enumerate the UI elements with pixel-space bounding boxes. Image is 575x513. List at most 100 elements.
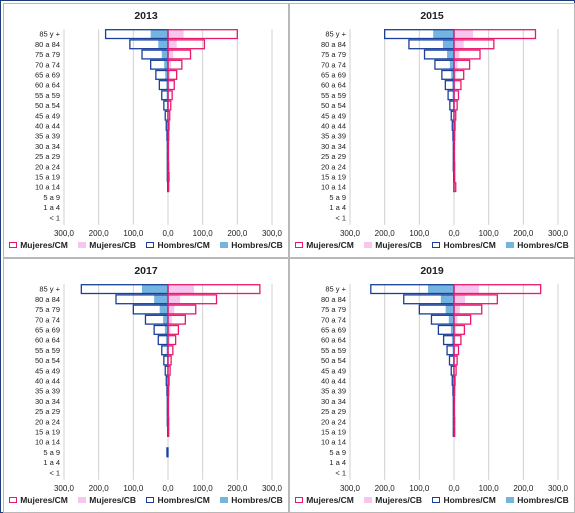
bar-mujeres-cm [453,314,472,325]
legend-2017: Mujeres/CM Mujeres/CB Hombres/CM Hombres/CB [4,494,288,506]
legend-swatch [364,497,373,503]
legend-label: Hombres/CM [443,240,496,250]
bar-mujeres-cm [167,49,192,60]
legend-item-mujeres-cb: Mujeres/CB [364,494,422,506]
legend-swatch [220,242,229,248]
x-tick-label: 0,0 [162,229,174,238]
x-tick-label: 200,0 [375,229,396,238]
category-label: 60 a 64 [321,336,346,345]
legend-swatch [78,242,87,248]
bar-mujeres-cm [167,182,170,193]
bar-mujeres-cm [167,314,186,325]
category-label: 85 y + [39,30,60,39]
legend-item-mujeres-cb: Mujeres/CB [78,239,136,251]
category-label: 35 a 39 [321,132,346,141]
category-label: 55 a 59 [35,346,60,355]
category-label: 10 a 14 [321,183,346,192]
bar-mujeres-cm [453,406,456,417]
panel-2015: 2015 300,0 200,0 100,0 0,0 100,0 200,0 300,0 85 … [289,3,575,258]
legend-label: Hombres/CB [517,240,569,250]
legend-label: Mujeres/CM [306,495,354,505]
category-label: 55 a 59 [321,91,346,100]
bar-mujeres-cm [453,304,483,315]
legend-swatch [506,497,515,503]
category-label: 1 a 4 [43,458,60,467]
category-label: < 1 [49,468,60,477]
bar-mujeres-cm [453,69,465,80]
bar-mujeres-cm [167,396,170,407]
bar-hombres-cb [165,335,168,345]
legend-label: Mujeres/CB [375,240,423,250]
legend-item-mujeres-cb: Mujeres/CB [78,494,136,506]
bar-mujeres-cm [453,365,457,376]
bar-mujeres-cm [453,90,460,101]
category-label: 50 a 54 [321,356,346,365]
category-label: 25 a 29 [35,152,60,161]
pyramid-chart-2015: 2015 300,0 200,0 100,0 0,0 100,0 200,0 300,0 85 … [321,10,569,238]
category-label: 10 a 14 [35,438,60,447]
category-label: 65 a 69 [321,70,346,79]
legend-item-hombres-cm: Hombres/CM [432,239,496,251]
bar-hombres-cb [142,284,168,294]
legend-swatch [432,242,441,248]
x-tick-label: 300,0 [54,229,75,238]
bar-hombres-cb [452,90,454,100]
category-label: 35 a 39 [35,132,60,141]
bar-hombres-cb [448,315,454,325]
legend-item-mujeres-cm: Mujeres/CM [9,239,68,251]
x-tick-label: 300,0 [340,229,361,238]
category-label: < 1 [49,213,60,222]
x-tick-label: 200,0 [513,484,534,493]
legend-item-hombres-cm: Hombres/CM [146,239,210,251]
bar-mujeres-cm [167,355,172,366]
category-label: 55 a 59 [321,346,346,355]
category-label: 60 a 64 [35,336,60,345]
legend-label: Hombres/CB [231,240,283,250]
bar-mujeres-cm [167,80,175,91]
x-tick-label: 300,0 [340,484,361,493]
x-tick-label: 300,0 [262,229,283,238]
bar-mujeres-cm [453,110,457,121]
legend-swatch [295,242,304,248]
bar-mujeres-cm [453,59,471,70]
bar-hombres-cb [452,345,454,355]
category-label: 1 a 4 [43,203,60,212]
category-label: 20 a 24 [35,417,60,426]
bar-hombres-cb [433,29,454,39]
bar-mujeres-cb [454,315,458,325]
bar-mujeres-cb [168,70,171,80]
bar-mujeres-cm [167,335,177,346]
bar-mujeres-cm [453,324,466,335]
x-tick-label: 300,0 [548,484,569,493]
legend-item-mujeres-cb: Mujeres/CB [364,239,422,251]
bar-mujeres-cm [167,90,173,101]
legend-item-hombres-cb: Hombres/CB [220,239,283,251]
legend-item-mujeres-cm: Mujeres/CM [295,494,354,506]
bar-mujeres-cm [167,304,197,315]
category-label: 75 a 79 [35,305,60,314]
bar-mujeres-cb [454,60,458,70]
x-tick-label: 200,0 [89,484,110,493]
legend-swatch [506,242,515,248]
bar-mujeres-cm [453,39,495,50]
chart-title: 2019 [420,265,444,277]
category-label: 30 a 34 [321,397,346,406]
bar-hombres-cb [442,39,454,49]
x-tick-label: 300,0 [262,484,283,493]
bar-mujeres-cm [167,29,238,40]
pyramid-chart-2013: 2013 300,0 200,0 100,0 0,0 100,0 200,0 300,0 85 … [35,10,283,238]
bar-mujeres-cb [454,305,460,314]
bar-mujeres-cb [168,335,170,345]
category-label: 10 a 14 [35,183,60,192]
category-label: 50 a 54 [35,101,60,110]
category-label: 75 a 79 [321,305,346,314]
x-tick-label: 200,0 [89,229,110,238]
bar-mujeres-cm [167,345,174,356]
legend-item-hombres-cb: Hombres/CB [506,494,569,506]
legend-label: Hombres/CM [443,495,496,505]
bar-mujeres-cb [168,325,171,335]
legend-item-mujeres-cm: Mujeres/CM [9,494,68,506]
legend-swatch [9,242,18,248]
bar-hombres-cb [452,80,454,90]
bar-hombres-cb [449,60,454,70]
